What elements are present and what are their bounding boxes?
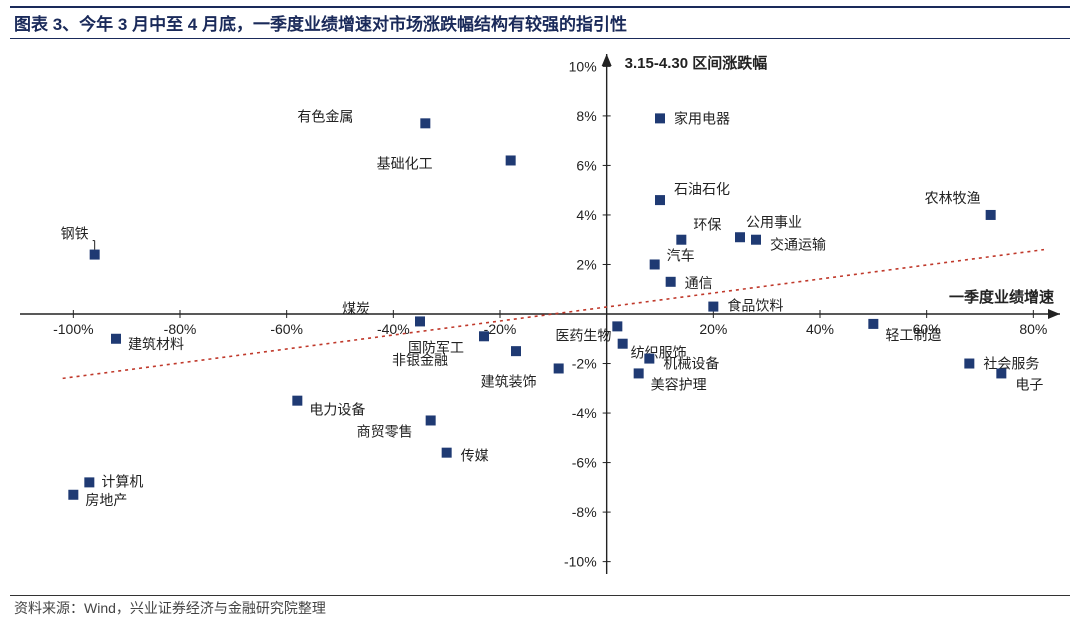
data-point: [68, 490, 78, 500]
data-point: [554, 363, 564, 373]
data-point: [751, 235, 761, 245]
data-point-label: 钢铁: [61, 226, 89, 242]
y-tick-label: 8%: [576, 108, 596, 124]
y-tick-label: 2%: [576, 256, 596, 272]
data-point-label: 公用事业: [746, 214, 802, 230]
data-point: [676, 235, 686, 245]
data-point-label: 电力设备: [309, 402, 365, 418]
data-point: [634, 368, 644, 378]
data-point-label: 石油石化: [674, 181, 730, 197]
data-point: [655, 195, 665, 205]
data-point-label: 通信: [685, 275, 713, 291]
data-point: [111, 334, 121, 344]
data-point-label: 食品饮料: [727, 298, 783, 314]
data-point: [292, 396, 302, 406]
data-point: [644, 354, 654, 364]
data-point: [868, 319, 878, 329]
data-point: [511, 346, 521, 356]
data-point: [426, 415, 436, 425]
data-point-label: 电子: [1015, 376, 1043, 392]
y-tick-label: -8%: [572, 504, 597, 520]
x-axis-title: 一季度业绩增速: [949, 288, 1054, 306]
data-point-label: 有色金属: [297, 108, 353, 124]
data-point: [708, 302, 718, 312]
x-tick-label: -80%: [164, 321, 197, 337]
data-point-label: 商贸零售: [357, 423, 413, 439]
data-point: [612, 321, 622, 331]
data-point-label: 医药生物: [555, 327, 611, 343]
data-point-label: 交通运输: [770, 237, 826, 253]
x-tick-label: 40%: [806, 321, 834, 337]
data-point: [655, 113, 665, 123]
y-tick-label: 4%: [576, 207, 596, 223]
data-point-label: 建筑装饰: [481, 373, 537, 389]
x-tick-label: 20%: [699, 321, 727, 337]
data-point-label: 传媒: [461, 448, 489, 464]
data-point-label: 房地产: [85, 492, 127, 508]
data-point: [479, 331, 489, 341]
y-tick-label: -4%: [572, 405, 597, 421]
data-point: [666, 277, 676, 287]
y-tick-label: -10%: [564, 554, 597, 570]
data-point: [986, 210, 996, 220]
data-point: [442, 448, 452, 458]
x-tick-label: -60%: [270, 321, 303, 337]
x-axis-arrow: [1048, 309, 1060, 319]
data-point-label: 基础化工: [377, 155, 433, 171]
y-tick-label: -6%: [572, 455, 597, 471]
data-point: [415, 316, 425, 326]
y-tick-label: 10%: [569, 58, 597, 74]
data-point-label: 非银金融: [392, 352, 448, 368]
data-point-label: 农林牧渔: [925, 190, 981, 206]
data-point-label: 环保: [693, 217, 721, 233]
data-point: [618, 339, 628, 349]
data-point-label: 汽车: [667, 247, 695, 263]
data-point: [996, 368, 1006, 378]
data-point: [506, 155, 516, 165]
scatter-plot: -100%-80%-60%-40%-20%20%40%60%80%-10%-8%…: [10, 44, 1070, 584]
x-tick-label: -40%: [377, 321, 410, 337]
data-point: [420, 118, 430, 128]
data-point-label: 机械设备: [663, 356, 719, 372]
bottom-rule: [10, 595, 1070, 596]
data-point-label: 美容护理: [651, 376, 707, 392]
data-point: [650, 259, 660, 269]
x-tick-label: -100%: [53, 321, 93, 337]
data-point-label: 计算机: [101, 473, 143, 489]
data-point: [735, 232, 745, 242]
chart-title: 图表 3、今年 3 月中至 4 月底，一季度业绩增速对市场涨跌幅结构有较强的指引…: [14, 10, 627, 35]
data-point-label: 社会服务: [983, 356, 1039, 372]
data-point-label: 家用电器: [674, 110, 730, 126]
data-point: [84, 477, 94, 487]
y-axis-title: 3.15-4.30 区间涨跌幅: [625, 54, 768, 72]
data-point-label: 轻工制造: [885, 327, 941, 343]
data-point: [90, 250, 100, 260]
data-point: [964, 359, 974, 369]
y-axis-arrow: [602, 54, 612, 66]
data-point-label: 建筑材料: [128, 336, 184, 352]
x-tick-label: 80%: [1019, 321, 1047, 337]
credits: 资料来源：Wind，兴业证券经济与金融研究院整理: [14, 598, 326, 618]
data-point-label: 煤炭: [342, 300, 370, 316]
y-tick-label: -2%: [572, 356, 597, 372]
y-tick-label: 6%: [576, 157, 596, 173]
